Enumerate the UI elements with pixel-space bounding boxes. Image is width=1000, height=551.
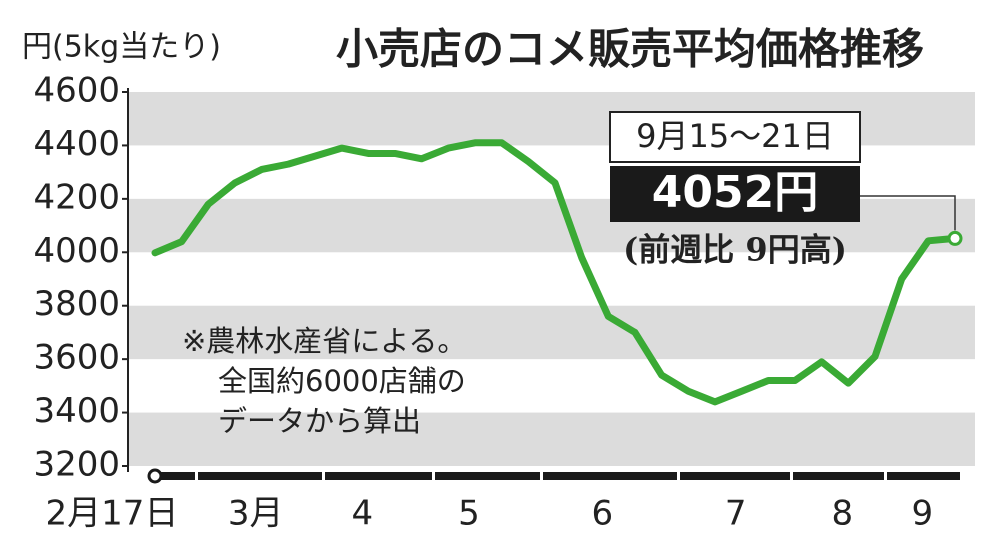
x-tick-label: 7 (725, 494, 747, 534)
annotation-change: (前週比 9円高) (623, 231, 847, 269)
y-tick-label: 3400 (33, 391, 120, 431)
price-line (151, 139, 959, 406)
x-axis-gap (677, 472, 680, 480)
grid-band (128, 412, 975, 466)
x-axis-gap (884, 472, 887, 480)
annotation-latest: 4052円 (652, 167, 818, 218)
y-tick-label: 3200 (33, 445, 120, 485)
latest-box (610, 166, 860, 222)
y-axis-label: 円(5kg当たり) (22, 30, 221, 65)
x-axis-origin (147, 468, 163, 484)
x-axis-gap (195, 472, 198, 480)
y-tick-label: 3600 (33, 338, 120, 378)
note-line: データから算出 (218, 404, 421, 438)
period-box (609, 111, 861, 163)
x-axis-gap (322, 472, 325, 480)
annotation-connector (860, 195, 956, 231)
grid-band (128, 305, 975, 360)
x-tick-label: 4 (352, 494, 374, 534)
y-tick-label: 4600 (33, 71, 120, 111)
x-tick-label: 9 (912, 494, 934, 534)
y-tick-label: 4000 (33, 231, 120, 271)
y-tick-label: 4400 (33, 124, 120, 164)
x-tick-label: 5 (458, 494, 480, 534)
latest-point (947, 230, 963, 246)
x-axis-gap (540, 472, 543, 480)
x-tick-label: 6 (592, 494, 614, 534)
x-axis-bar (150, 472, 960, 480)
note-line: ※農林水産省による。 (182, 324, 466, 358)
chart-title: 小売店のコメ販売平均価格推移 (336, 25, 924, 74)
annotation-period: 9月15〜21日 (636, 117, 834, 155)
x-tick-label: 3月 (228, 494, 284, 534)
x-tick-label: 2月17日 (46, 494, 179, 534)
note-line: 全国約6000店舗の (218, 364, 466, 398)
y-tick-label: 4200 (33, 177, 120, 217)
x-axis-gap (432, 472, 435, 480)
x-axis-gap (790, 472, 793, 480)
y-tick-label: 3800 (33, 284, 120, 324)
x-tick-label: 8 (832, 494, 854, 534)
